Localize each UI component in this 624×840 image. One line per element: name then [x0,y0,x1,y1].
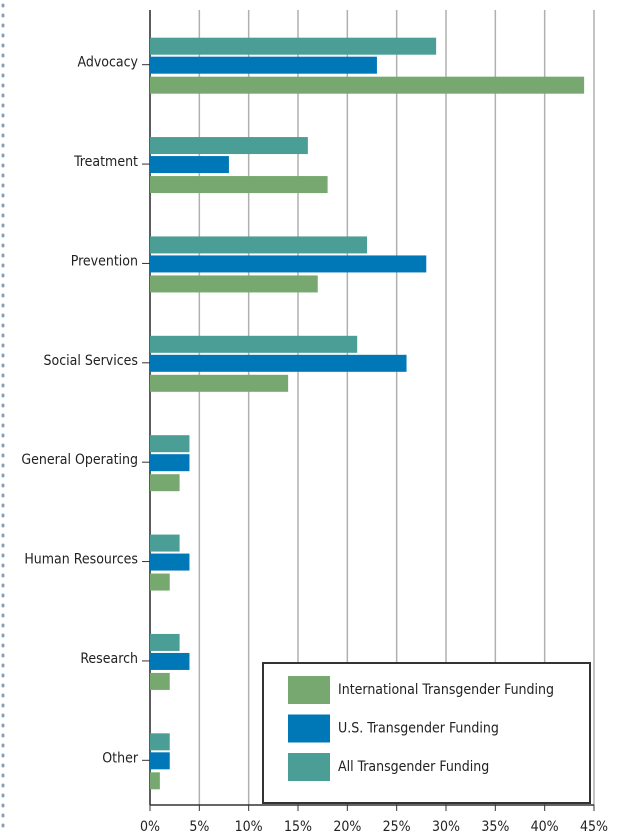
bar [150,76,585,94]
bar [150,772,160,790]
bar [150,474,180,492]
bar [150,354,407,372]
bar [150,275,318,293]
x-tick-label: 45% [580,819,608,835]
legend-label: U.S. Transgender Funding [338,721,499,737]
legend-label: All Transgender Funding [338,759,489,775]
y-tick-label: Social Services [44,353,138,369]
x-tick-label: 25% [383,819,411,835]
bar [150,435,190,453]
bar [150,454,190,472]
x-tick-label: 5% [189,819,209,835]
x-tick-label: 20% [333,819,361,835]
y-tick-label: Advocacy [77,55,138,71]
legend-swatch [288,714,330,743]
bar [150,374,289,392]
bar [150,137,308,155]
bar [150,733,170,751]
bar [150,672,170,690]
bar [150,255,427,273]
bar [150,176,328,194]
y-tick-label: Treatment [73,154,138,170]
x-tick-label: 10% [235,819,263,835]
legend-label: International Transgender Funding [338,682,554,698]
x-tick-label: 40% [531,819,559,835]
bar [150,633,180,651]
x-tick-label: 0% [140,819,160,835]
x-tick-label: 30% [432,819,460,835]
x-tick-label: 35% [481,819,509,835]
bar [150,236,368,254]
bar [150,573,170,591]
bar [150,553,190,571]
y-tick-label: Other [102,750,139,766]
y-tick-label: Human Resources [24,552,138,568]
y-tick-label: General Operating [21,452,138,468]
legend-swatch [288,753,330,781]
x-tick-label: 15% [284,819,312,835]
bar [150,335,358,353]
bar [150,56,377,74]
bar [150,534,180,552]
y-tick-label: Research [80,651,138,667]
bar [150,37,437,55]
legend-swatch [288,676,330,704]
bar [150,652,190,670]
y-tick-label: Prevention [71,253,138,269]
bar [150,156,229,174]
bar [150,752,170,770]
